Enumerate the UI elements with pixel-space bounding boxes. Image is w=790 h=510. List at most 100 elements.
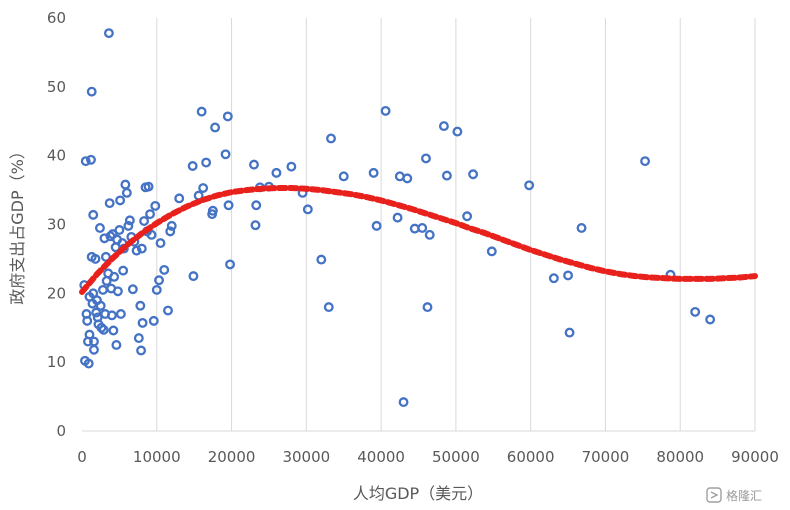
scatter-point [371,220,382,231]
scatter-point [155,238,166,249]
scatter-point [124,215,135,226]
scatter-point [88,209,99,220]
scatter-point [94,222,105,233]
scatter-point [316,254,327,265]
scatter-point [109,271,120,282]
scatter-point [108,325,119,336]
scatter-points [79,28,716,408]
scatter-point [225,259,236,270]
scatter-point [220,149,231,160]
scatter-point [97,284,108,295]
scatter-point [133,333,144,344]
scatter-point [104,198,115,209]
scatter-point [196,106,207,117]
scatter-point [89,336,99,347]
scatter-point [127,284,138,295]
scatter-point [392,212,403,223]
scatter-point [121,187,132,198]
scatter-point [286,161,297,172]
scatter-point [564,327,575,338]
scatter-point [640,156,651,167]
scatter-point [524,180,535,191]
scatter-point [103,28,114,39]
scatter-point [402,173,413,184]
scatter-point [136,345,147,356]
scatter-point [95,300,106,311]
scatter-point [137,317,148,328]
scatter-point [131,245,142,256]
y-tick-label: 40 [47,147,66,165]
scatter-point [452,126,463,137]
watermark-text: 格隆汇 [726,488,762,503]
scatter-point [89,344,99,355]
watermark-logo-icon [706,487,722,503]
scatter-point [91,307,102,318]
scatter-point [114,225,125,235]
scatter-point [368,167,379,178]
scatter-point [338,171,349,182]
y-tick-label: 0 [56,422,66,440]
scatter-point [210,122,221,133]
scatter-point [115,195,126,206]
scatter-point [576,222,587,233]
x-tick-label: 40000 [357,448,405,466]
scatter-point [438,121,449,132]
scatter-point [249,159,259,170]
x-tick-label: 50000 [432,448,480,466]
x-tick-label: 10000 [133,448,181,466]
y-tick-label: 10 [47,353,66,371]
scatter-point [148,315,159,326]
scatter-point [83,358,94,369]
scatter-point [112,286,123,297]
scatter-point [151,284,162,295]
scatter-point [86,86,97,97]
scatter-point [563,270,574,281]
scatter-point [80,156,91,167]
scatter-point [548,273,559,284]
scatter-point [417,222,428,233]
x-tick-label: 0 [77,448,87,466]
scatter-point [106,310,117,321]
scatter-point [380,105,391,116]
scatter-point [251,200,262,211]
scatter-point [166,220,177,231]
scatter-point [115,309,126,319]
y-axis-title: 政府支出占GDP（%） [8,143,27,305]
scatter-point [250,220,261,231]
scatter-point [422,302,433,313]
scatter-point [326,133,336,144]
y-tick-label: 50 [47,78,66,96]
scatter-point [187,161,198,171]
scatter-point [145,209,155,220]
scatter-point [143,181,154,192]
scatter-point [159,264,170,275]
x-tick-label: 20000 [208,448,256,466]
scatter-point [174,193,185,204]
x-tick-label: 80000 [656,448,704,466]
scatter-point [690,306,701,317]
scatter-point [462,211,473,222]
x-axis-title: 人均GDP（美元） [353,484,483,503]
scatter-point [302,204,313,215]
scatter-point [146,229,157,240]
scatter-point [271,167,282,178]
scatter-point [120,179,131,190]
scatter-point [90,253,101,264]
scatter-point [207,205,218,216]
scatter-point [441,170,452,181]
scatter-point [84,329,95,340]
x-tick-label: 30000 [282,448,330,466]
scatter-point [118,265,129,276]
scatter-point [111,340,122,350]
scatter-point [223,200,234,211]
scatter-point [165,226,176,237]
scatter-point [101,275,112,286]
scatter-point [398,397,409,408]
scatter-point [201,157,212,168]
y-tick-label: 60 [47,9,66,27]
watermark: 格隆汇 [706,487,762,503]
y-tick-label: 20 [47,284,66,302]
scatter-point [139,216,150,227]
scatter-point [135,300,146,311]
